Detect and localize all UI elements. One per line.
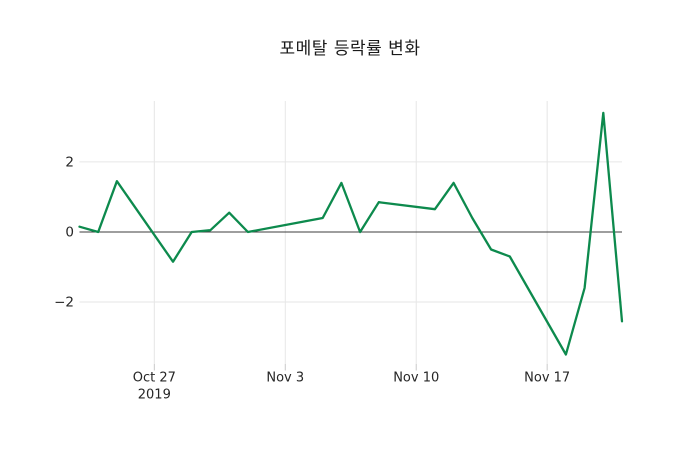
data-series-line — [78, 111, 624, 356]
x-tick-label: Nov 17 — [524, 371, 570, 386]
y-tick-label: 2 — [65, 154, 74, 170]
chart-title: 포메탈 등락률 변화 — [279, 39, 421, 59]
x-tick-label: Nov 3 — [266, 371, 304, 386]
x-tick-label: Oct 27 — [133, 371, 176, 386]
x-tick-label: Nov 10 — [393, 371, 439, 386]
x-tick-label: 2019 — [138, 388, 171, 403]
y-tick-label: −2 — [54, 295, 74, 311]
y-tick-label: 0 — [65, 224, 74, 240]
